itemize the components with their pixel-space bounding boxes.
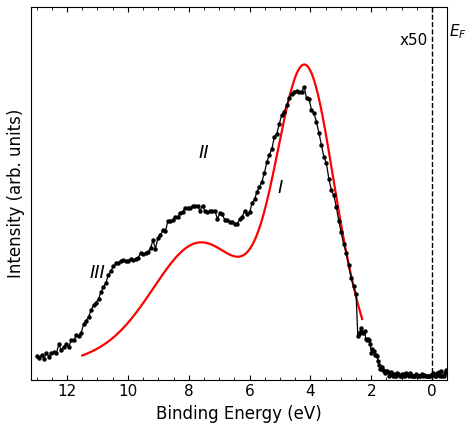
Text: I: I xyxy=(277,179,283,197)
X-axis label: Binding Energy (eV): Binding Energy (eV) xyxy=(156,405,322,423)
Text: II: II xyxy=(199,144,209,162)
Y-axis label: Intensity (arb. units): Intensity (arb. units) xyxy=(7,109,25,278)
Text: III: III xyxy=(90,264,105,282)
Text: $E_F$: $E_F$ xyxy=(449,22,467,40)
Text: x50: x50 xyxy=(400,33,428,48)
